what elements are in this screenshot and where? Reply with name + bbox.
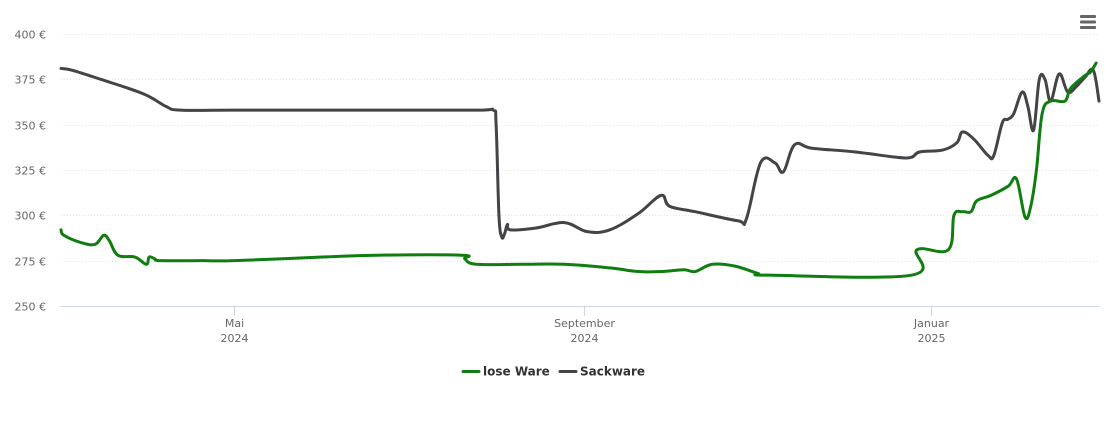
- x-tick-sublabel: 2024: [221, 332, 249, 345]
- y-tick-label: 300 €: [15, 210, 47, 223]
- x-tick-sublabel: 2024: [571, 332, 599, 345]
- series-lines: [59, 61, 1101, 279]
- series-line-sackware: [59, 66, 1101, 240]
- y-tick-label: 375 €: [15, 74, 47, 87]
- legend-item[interactable]: Sackware: [558, 365, 645, 379]
- x-tick-label: Mai: [225, 317, 244, 330]
- y-tick-label: 325 €: [15, 165, 47, 178]
- y-tick-label: 400 €: [15, 29, 47, 42]
- x-tick-label: Januar: [913, 317, 950, 330]
- legend-item[interactable]: lose Ware: [461, 365, 550, 379]
- legend-label: lose Ware: [483, 365, 550, 379]
- x-axis: Mai 2024 September 2024 Januar 2025: [61, 306, 1099, 345]
- y-tick-label: 275 €: [15, 256, 47, 269]
- chart-menu-button[interactable]: [1074, 10, 1100, 34]
- y-tick-label: 350 €: [15, 120, 47, 133]
- x-tick-sublabel: 2025: [918, 332, 946, 345]
- legend-label: Sackware: [580, 365, 645, 379]
- series-line-lose-ware: [59, 61, 1098, 279]
- hamburger-menu-icon: [1080, 15, 1096, 29]
- legend: lose Ware Sackware: [461, 365, 645, 379]
- y-axis: 400 € 375 € 350 € 325 € 300 € 275 € 250 €: [15, 29, 47, 314]
- y-tick-label: 250 €: [15, 301, 47, 314]
- x-tick-label: September: [554, 317, 615, 330]
- grid-lines: [61, 34, 1099, 262]
